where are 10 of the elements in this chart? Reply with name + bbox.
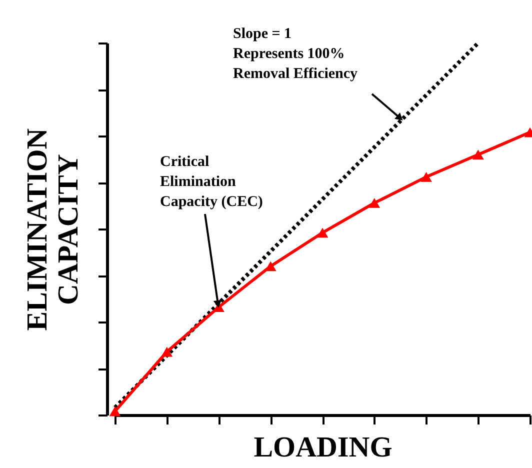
point	[161, 346, 173, 357]
annotation: Slope = 1 Represents 100% Removal Efficiency	[233, 26, 358, 82]
point	[420, 172, 432, 182]
x-axis-title: LOADING	[254, 432, 392, 464]
annotation: Critical Elimination Capacity (CEC)	[160, 154, 263, 210]
point	[109, 406, 121, 416]
point	[472, 150, 484, 160]
point	[368, 198, 380, 208]
y-axis-title: ELIMINATION CAPACITY	[22, 128, 84, 331]
point	[316, 228, 328, 238]
